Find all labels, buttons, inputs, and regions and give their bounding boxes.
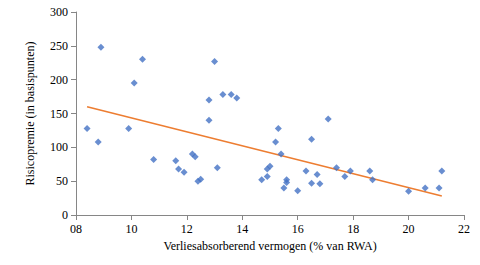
svg-text:14: 14 xyxy=(236,222,248,236)
svg-text:18: 18 xyxy=(347,222,359,236)
svg-text:12: 12 xyxy=(181,222,193,236)
svg-text:20: 20 xyxy=(403,222,415,236)
svg-text:50: 50 xyxy=(56,174,68,188)
svg-text:16: 16 xyxy=(292,222,304,236)
svg-text:Risicopremie (in basispunten): Risicopremie (in basispunten) xyxy=(23,42,37,186)
svg-text:200: 200 xyxy=(50,73,68,87)
svg-text:Verliesabsorberend vermogen (%: Verliesabsorberend vermogen (% van RWA) xyxy=(163,239,376,253)
svg-text:300: 300 xyxy=(50,5,68,19)
svg-text:0: 0 xyxy=(62,208,68,222)
svg-text:08: 08 xyxy=(70,222,82,236)
svg-text:22: 22 xyxy=(458,222,470,236)
svg-text:10: 10 xyxy=(125,222,137,236)
svg-text:100: 100 xyxy=(50,140,68,154)
svg-text:250: 250 xyxy=(50,39,68,53)
svg-text:150: 150 xyxy=(50,107,68,121)
